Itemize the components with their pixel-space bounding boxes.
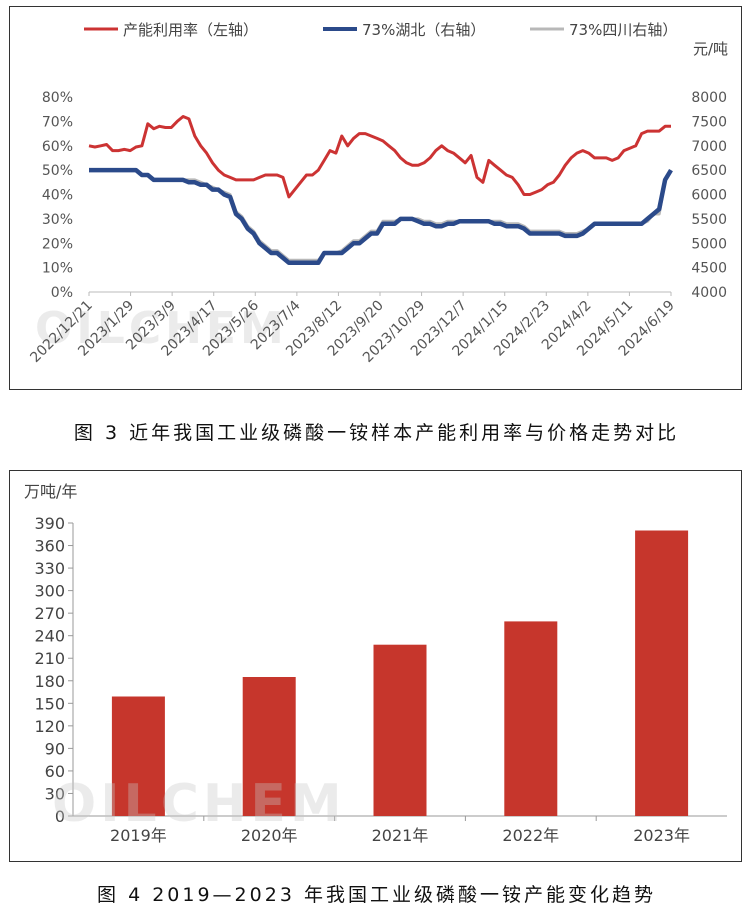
y-axis-tick-label: 180	[34, 672, 65, 691]
left-axis-tick-label: 10%	[42, 261, 73, 277]
hubei-price-line	[89, 167, 673, 266]
capacity-bar	[635, 530, 689, 816]
chart-axes: 0 30 60 90 120 150 180 210 240 270 300 330 360 390 201…	[34, 514, 727, 845]
right-axis-tick-label: 5000	[691, 236, 727, 252]
y-axis-tick-label: 390	[34, 514, 65, 533]
figure-3-caption: 图 3 近年我国工业级磷酸一铵样本产能利用率与价格走势对比	[73, 422, 680, 444]
y-axis-tick-label: 30	[45, 784, 65, 803]
legend: 产能利用率（左轴） 73%湖北（右轴） 73%四川右轴）	[84, 21, 677, 39]
y-axis-tick-label: 150	[34, 694, 65, 713]
right-axis-tick-label: 7500	[691, 114, 727, 130]
right-axis-unit: 元/吨	[693, 40, 728, 58]
x-axis-category-label: 2022年	[502, 826, 559, 845]
left-axis-tick-label: 40%	[42, 188, 73, 204]
legend-label-sichuan: 73%四川右轴）	[569, 21, 677, 39]
y-axis-tick-label: 120	[34, 717, 65, 736]
capacity-bar	[242, 677, 296, 816]
y-axis-tick-label: 240	[34, 627, 65, 646]
watermark: OILCHEM	[35, 303, 288, 354]
y-axis-tick-label: 270	[34, 604, 65, 623]
right-axis-tick-label: 6500	[691, 163, 727, 179]
watermark: OILCHEM	[52, 774, 346, 834]
y-axis-tick-label: 210	[34, 649, 65, 668]
capacity-bar	[111, 696, 165, 816]
left-axis-tick-label: 70%	[42, 114, 73, 130]
capacity-bar	[504, 621, 558, 816]
legend-label-hubei: 73%湖北（右轴）	[362, 21, 485, 39]
left-axis-tick-label: 50%	[42, 163, 73, 179]
y-axis-tick-label: 60	[45, 762, 65, 781]
right-axis-tick-label: 5500	[691, 212, 727, 228]
y-axis-tick-label: 300	[34, 582, 65, 601]
left-axis-tick-label: 30%	[42, 212, 73, 228]
left-axis-tick-label: 80%	[42, 90, 73, 106]
y-axis-tick-label: 90	[45, 739, 65, 758]
legend-label-utilization: 产能利用率（左轴）	[123, 21, 258, 39]
x-axis-category-label: 2019年	[110, 826, 167, 845]
y-axis-tick-label: 0	[55, 807, 65, 826]
chart-bars	[111, 530, 689, 816]
x-axis-category-label: 2023年	[633, 826, 690, 845]
right-axis-tick-label: 4000	[691, 285, 727, 301]
capacity-bar-chart: 万吨/年 0 30 60 90 120 150 180 210 240 270 300 330 360 3…	[24, 482, 727, 845]
left-axis-tick-label: 0%	[51, 285, 73, 301]
chart-lines	[88, 115, 673, 266]
x-axis-category-label: 2020年	[241, 826, 298, 845]
utilization-price-chart-panel: OILCHEM 产能利用率（左轴） 73%湖北（右轴） 73%四川右轴） 元/吨…	[9, 6, 742, 390]
capacity-bar	[373, 644, 427, 816]
y-axis-tick-label: 330	[34, 559, 65, 578]
left-axis-tick-label: 20%	[42, 236, 73, 252]
y-axis-unit: 万吨/年	[24, 482, 77, 501]
right-axis-tick-label: 8000	[691, 90, 727, 106]
figure-4-caption: 图 4 2019—2023 年我国工业级磷酸一铵产能变化趋势	[97, 884, 656, 906]
utilization-line	[88, 115, 671, 199]
right-axis-tick-label: 7000	[691, 139, 727, 155]
utilization-price-chart: OILCHEM 产能利用率（左轴） 73%湖北（右轴） 73%四川右轴） 元/吨…	[27, 21, 728, 366]
right-axis-tick-label: 6000	[691, 188, 727, 204]
left-axis-tick-label: 60%	[42, 139, 73, 155]
right-axis-tick-label: 4500	[691, 261, 727, 277]
y-axis-tick-label: 360	[34, 537, 65, 556]
sichuan-price-line	[89, 168, 673, 262]
capacity-chart-panel: 万吨/年 0 30 60 90 120 150 180 210 240 270 300 330 360 3…	[9, 470, 742, 862]
x-axis-category-label: 2021年	[372, 826, 429, 845]
